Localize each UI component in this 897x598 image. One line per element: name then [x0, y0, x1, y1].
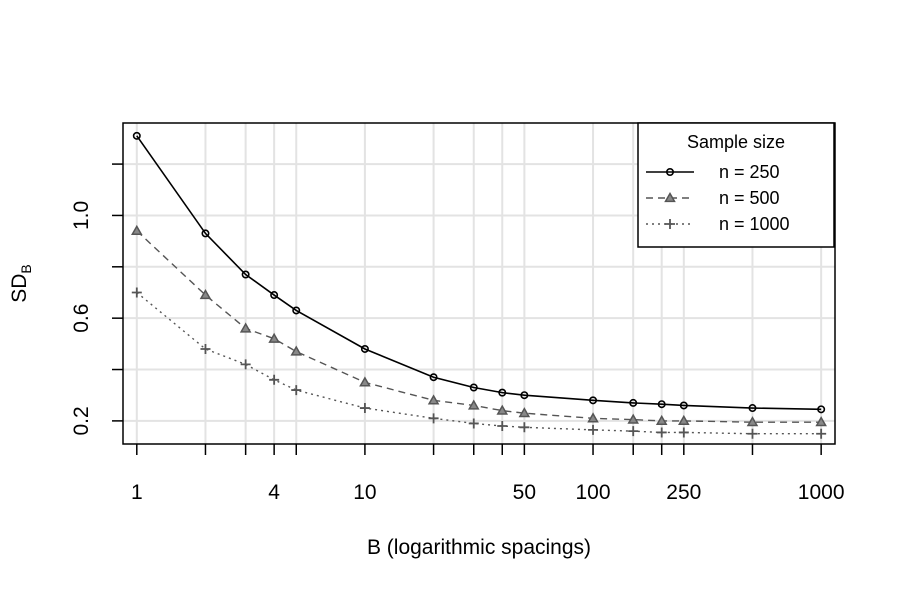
- legend-swatch-marker: [665, 219, 675, 229]
- series-2-point: [655, 414, 668, 426]
- series-1-point: [201, 229, 210, 238]
- series-3-point: [428, 413, 439, 424]
- series-1-point: [629, 398, 638, 407]
- legend-label: n = 500: [719, 188, 780, 208]
- series-1-point: [241, 270, 250, 279]
- series-3-point: [588, 424, 599, 435]
- series-2-point: [199, 289, 212, 300]
- series-3-point: [269, 374, 280, 385]
- series-2-point: [427, 394, 440, 405]
- series-1-point: [817, 405, 826, 414]
- legend-swatch-marker: [664, 191, 676, 203]
- series-1-point: [679, 401, 688, 410]
- series-3-point: [240, 359, 251, 370]
- series-3-point: [468, 418, 479, 429]
- series-2-point: [359, 376, 371, 387]
- series-3: [131, 287, 827, 439]
- series-3-point: [291, 385, 302, 396]
- series-1-point: [748, 404, 757, 413]
- series-1-point: [520, 391, 529, 400]
- series-2-point: [239, 322, 252, 333]
- series-1-line: [136, 135, 822, 411]
- series-2-point: [746, 416, 759, 427]
- legend-item-3: n = 1000: [646, 214, 790, 234]
- x-tick-label: 10: [353, 481, 376, 504]
- series-1-point: [270, 291, 279, 300]
- series-1-point: [292, 306, 301, 315]
- series-3-point: [519, 422, 530, 433]
- x-tick-label: 1000: [798, 481, 845, 504]
- x-tick-label: 50: [513, 481, 536, 504]
- series-2-point: [467, 399, 480, 410]
- plot-frame: [122, 122, 836, 445]
- series-1-point: [360, 344, 369, 353]
- y-axis-title: SDB: [8, 264, 34, 303]
- legend-item-2: n = 500: [646, 188, 780, 208]
- legend-items: n = 250 n = 500 n = 1000: [646, 162, 790, 234]
- x-tick-label: 1: [131, 481, 143, 504]
- legend-title: Sample size: [687, 132, 785, 152]
- legend-item-1: n = 250: [646, 162, 780, 182]
- series-1-point: [657, 400, 666, 409]
- series-3-point: [628, 426, 639, 437]
- series-1-point: [132, 131, 141, 140]
- legend-label: n = 1000: [719, 214, 790, 234]
- y-tick-label: 0.2: [70, 406, 93, 435]
- x-tick-label: 100: [576, 481, 611, 504]
- y-axis-title-subscript: B: [18, 264, 34, 273]
- x-axis-title: B (logarithmic spacings): [367, 536, 591, 559]
- legend-swatch-marker: [665, 168, 674, 177]
- series-2-point: [268, 332, 280, 343]
- series-1-point: [498, 388, 507, 397]
- series-2-point: [815, 416, 827, 427]
- series-3-point: [131, 287, 142, 298]
- x-tick-label: 4: [268, 481, 280, 504]
- series-2-point: [496, 404, 509, 415]
- series-2-point: [290, 345, 303, 356]
- series-layer: [131, 131, 827, 439]
- series-3-point: [656, 427, 667, 438]
- series-2: [131, 224, 827, 427]
- legend: Sample size n = 250 n = 500 n = 1000: [637, 122, 835, 248]
- series-3-point: [497, 421, 508, 432]
- series-3-point: [816, 428, 827, 439]
- series-2-point: [627, 413, 639, 424]
- series-2-point: [518, 407, 531, 418]
- series-1-point: [589, 396, 598, 405]
- legend-label: n = 250: [719, 162, 780, 182]
- x-tick-label: 250: [666, 481, 701, 504]
- series-2-line: [136, 230, 822, 423]
- y-tick-label: 1.0: [70, 201, 93, 230]
- series-3-point: [200, 343, 211, 354]
- y-axis-title-main: SD: [8, 274, 31, 303]
- x-axis: 1 4 10 50 100 250 1000: [131, 444, 845, 504]
- series-3-point: [359, 403, 370, 414]
- series-1-point: [429, 373, 438, 382]
- series-1: [132, 131, 826, 414]
- series-2-point: [131, 224, 143, 235]
- y-axis: 0.2 0.6 1.0: [70, 163, 123, 435]
- y-tick-label: 0.6: [70, 304, 93, 333]
- series-1-point: [469, 383, 478, 392]
- series-3-point: [678, 427, 689, 438]
- series-2-point: [587, 412, 599, 423]
- series-2-point: [678, 414, 690, 426]
- series-3-point: [747, 428, 758, 439]
